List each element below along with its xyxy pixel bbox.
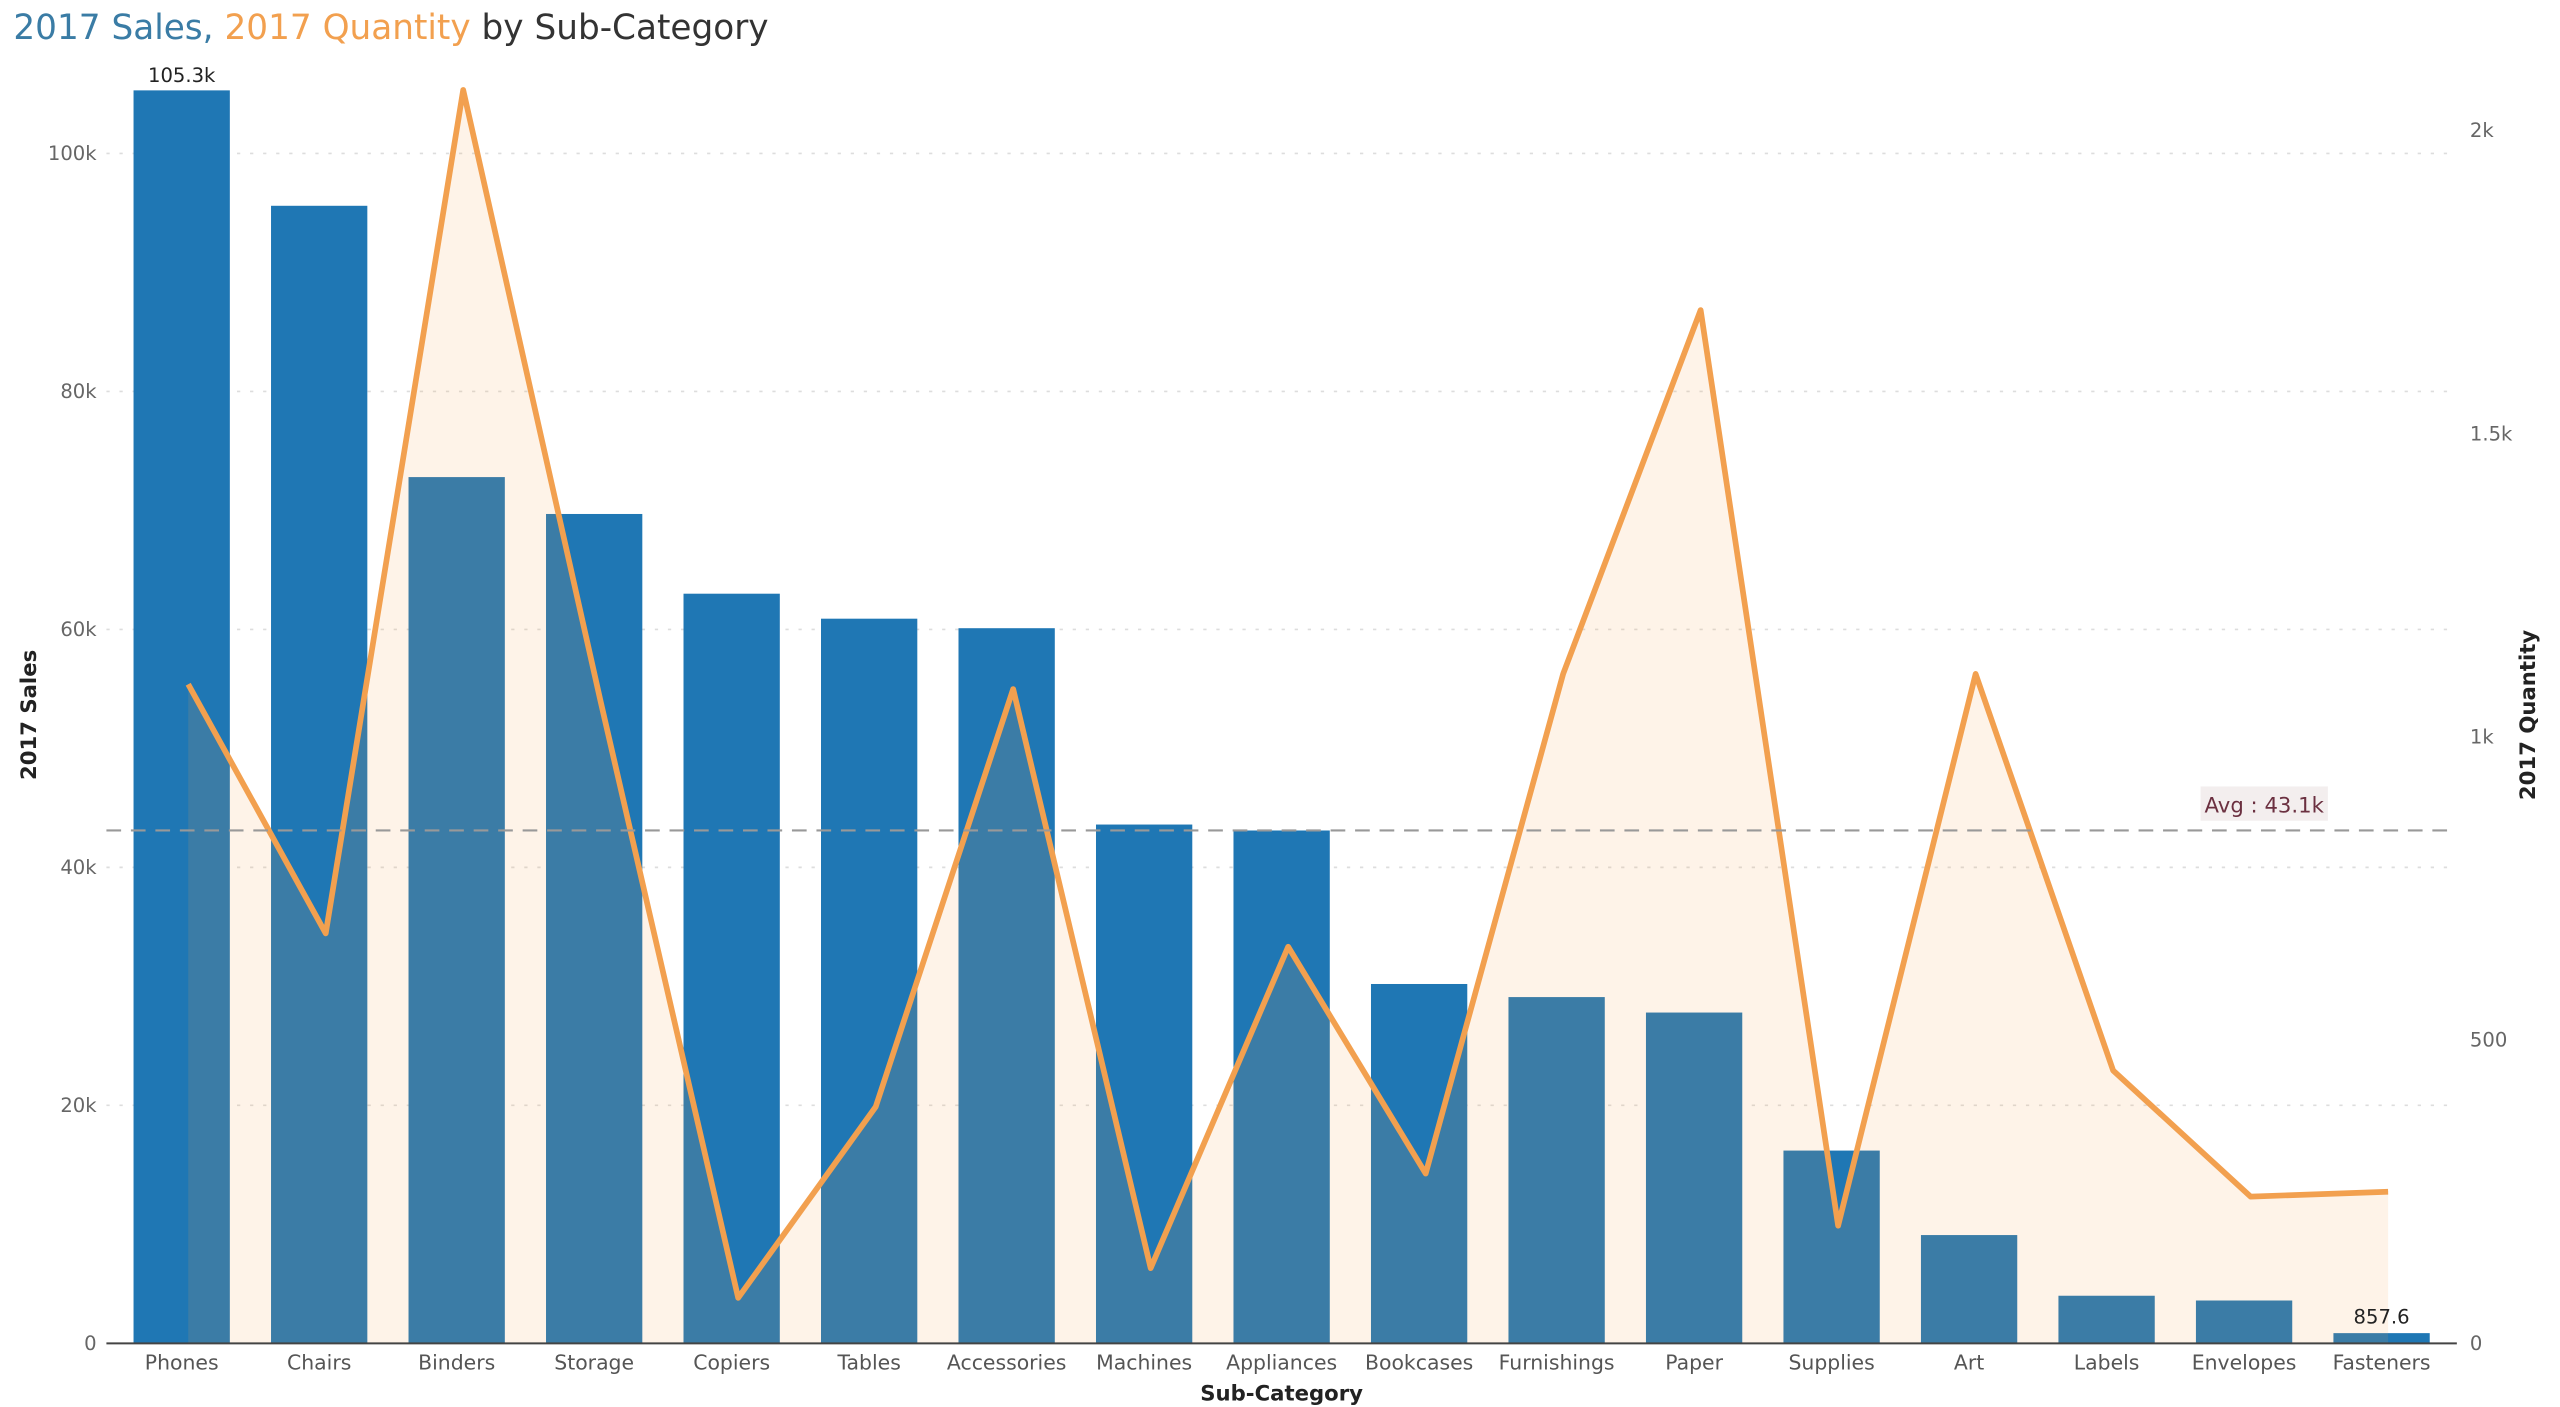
y-tick-label: 100k — [48, 142, 97, 165]
x-tick-label: Storage — [554, 1350, 634, 1374]
x-tick-label: Bookcases — [1365, 1350, 1473, 1374]
bar-phones — [133, 90, 230, 1344]
x-tick-label: Accessories — [947, 1350, 1066, 1374]
x-tick-label: Appliances — [1226, 1350, 1337, 1374]
y2-tick-label: 1.5k — [2470, 422, 2513, 445]
y2-tick-label: 500 — [2470, 1029, 2507, 1052]
bar-envelopes — [2195, 1300, 2293, 1344]
bar-furnishings — [1508, 997, 1605, 1344]
title-rest: by Sub-Category — [482, 8, 769, 48]
x-tick-label: Binders — [418, 1350, 495, 1374]
bar-fasteners — [2333, 1333, 2430, 1344]
bar-appliances — [1233, 830, 1330, 1344]
x-tick-label: Furnishings — [1499, 1350, 1615, 1374]
y-tick-label: 0 — [84, 1332, 96, 1355]
x-tick-label: Art — [1954, 1350, 1984, 1374]
bar-storage — [546, 513, 643, 1344]
x-tick-label: Phones — [145, 1350, 219, 1374]
y-tick-label: 60k — [60, 618, 97, 641]
y2-axis-title: 2017 Quantity — [2516, 630, 2541, 800]
y-tick-label: 20k — [60, 1094, 97, 1117]
average-label-bg — [2200, 786, 2328, 821]
bar-binders — [408, 477, 505, 1344]
x-tick-label: Machines — [1096, 1350, 1192, 1374]
y-tick-label: 80k — [60, 380, 97, 403]
min-data-label: 857.6 — [2354, 1305, 2410, 1328]
bar-copiers — [683, 593, 780, 1344]
x-tick-label: Copiers — [693, 1350, 770, 1374]
average-label: Avg : 43.1k — [2205, 794, 2325, 819]
y-tick-label: 40k — [60, 856, 97, 879]
y2-tick-label: 1k — [2470, 725, 2494, 748]
bar-labels — [2058, 1295, 2155, 1344]
x-tick-label: Paper — [1665, 1350, 1723, 1374]
bar-machines — [1095, 824, 1193, 1344]
x-tick-label: Tables — [836, 1350, 900, 1374]
quantity-area — [188, 89, 2389, 1344]
x-tick-label: Labels — [2074, 1350, 2140, 1374]
title-quantity: 2017 Quantity — [224, 8, 470, 48]
x-tick-label: Chairs — [287, 1350, 351, 1374]
x-tick-label: Supplies — [1788, 1350, 1874, 1374]
y-axis-title: 2017 Sales — [17, 650, 42, 780]
bar-accessories — [958, 628, 1055, 1344]
y2-tick-label: 2k — [2470, 119, 2494, 142]
y2-tick-label: 0 — [2470, 1332, 2482, 1355]
x-axis-title: Sub-Category — [1200, 1381, 1363, 1406]
x-tick-label: Envelopes — [2192, 1350, 2297, 1374]
bar-paper — [1645, 1012, 1743, 1344]
title-sales: 2017 Sales, — [13, 8, 213, 48]
bar-art — [1920, 1235, 2018, 1344]
bar-tables — [821, 618, 918, 1344]
chart-title: 2017 Sales, 2017 Quantity by Sub-Categor… — [13, 8, 768, 48]
max-data-label: 105.3k — [148, 64, 216, 87]
x-tick-label: Fasteners — [2333, 1350, 2431, 1374]
